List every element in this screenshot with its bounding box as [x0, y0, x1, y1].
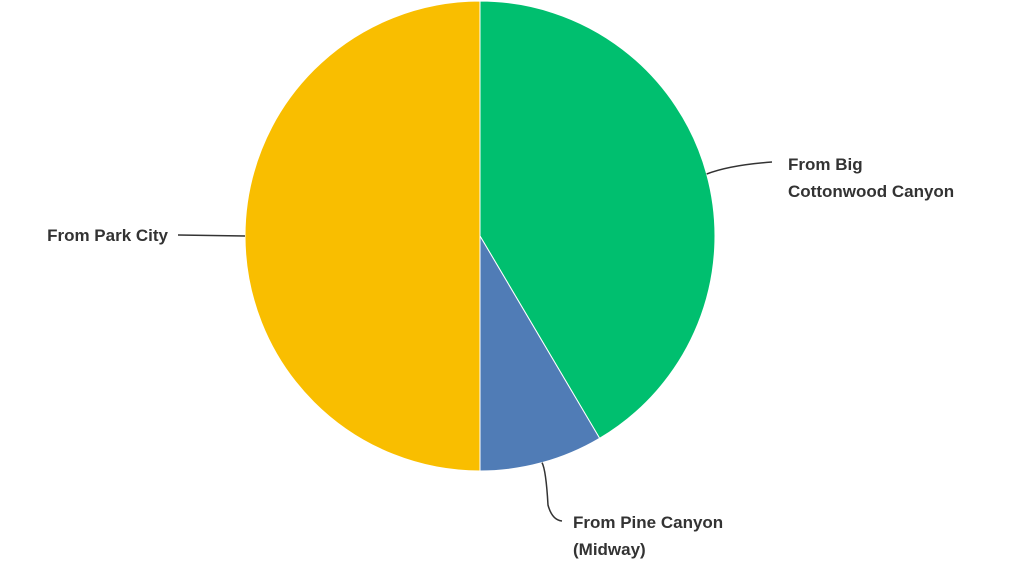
slice-labels: From Big Cottonwood Canyon From Pine Canyo…: [47, 155, 954, 559]
slice-label: From Big Cottonwood Canyon: [788, 155, 954, 201]
slice-label-line: From Pine Canyon: [573, 513, 723, 532]
slice-label-line: From Park City: [47, 226, 168, 245]
pie-slice: [244, 0, 481, 472]
slice-label-leader: [706, 161, 773, 175]
pie-slice: [479, 0, 716, 439]
slice-label: From Pine Canyon (Midway): [573, 513, 723, 559]
slice-label-leader: [541, 462, 563, 522]
pie-slices: [244, 0, 716, 472]
slice-label-line: (Midway): [573, 540, 646, 559]
slice-label-line: From Big: [788, 155, 863, 174]
slice-label-line: Cottonwood Canyon: [788, 182, 954, 201]
pie-slice: [479, 234, 601, 472]
slice-label-leader: [177, 234, 246, 237]
label-leaders: [177, 161, 773, 522]
slice-label: From Park City: [47, 226, 168, 245]
